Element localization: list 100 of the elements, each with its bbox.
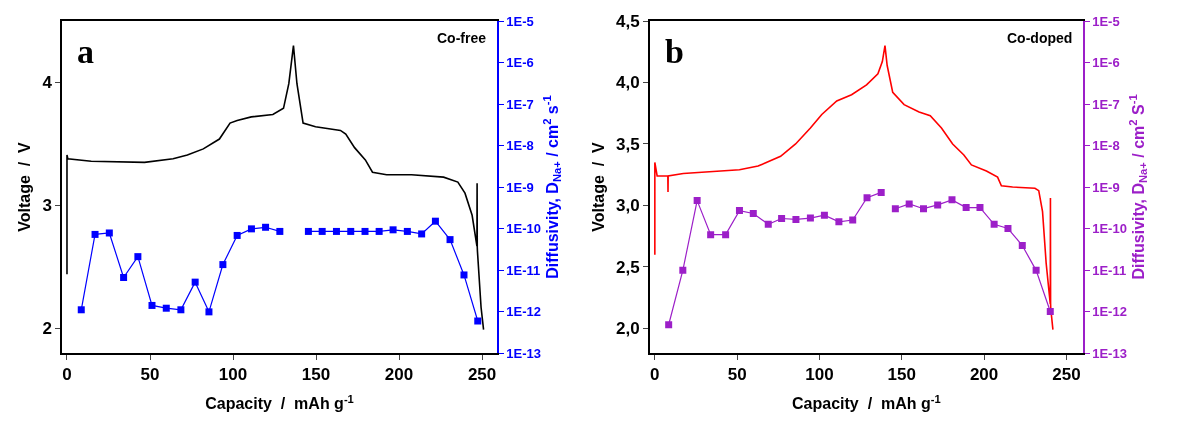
point: [863, 194, 871, 202]
point: [361, 227, 369, 235]
y-tick-label: 3: [42, 196, 52, 216]
point: [276, 227, 284, 235]
x-axis-title: Capacity / mAh g$^{-1}$: [205, 392, 354, 413]
x-tick-label: 100: [805, 365, 834, 385]
point: [778, 215, 786, 223]
annotation: Co-free: [437, 30, 487, 46]
point: [749, 209, 757, 217]
y-tick-label: 4,5: [616, 11, 640, 31]
point: [474, 317, 482, 325]
y-tick-label: 4,0: [616, 73, 640, 93]
x-tick-label: 0: [650, 365, 660, 385]
point: [304, 227, 312, 235]
point: [707, 231, 715, 239]
point: [835, 218, 843, 226]
y2-tick-label: 1E-8: [1092, 138, 1120, 154]
point: [191, 278, 199, 286]
point: [134, 253, 142, 261]
x-tick-label: 100: [218, 365, 248, 385]
x-tick-label: 250: [467, 365, 497, 385]
point: [976, 204, 984, 212]
y2-tick-label: 1E-11: [1092, 262, 1127, 278]
point: [460, 271, 468, 279]
point: [105, 229, 113, 237]
point: [77, 306, 85, 314]
point: [792, 215, 800, 223]
y2-tick-label: 1E-10: [506, 221, 542, 237]
point: [891, 205, 899, 213]
y-tick-label: 4: [42, 73, 53, 93]
annotation: a: [77, 33, 94, 70]
point: [262, 223, 270, 231]
point: [806, 214, 814, 222]
point: [665, 321, 673, 329]
point: [120, 273, 128, 281]
y-tick-label: 3,5: [616, 134, 640, 154]
point: [219, 261, 227, 269]
y2-tick-label: 1E-5: [1092, 13, 1120, 29]
point: [905, 200, 913, 208]
point: [1004, 225, 1012, 232]
point: [418, 230, 426, 238]
y2-tick-label: 1E-13: [1092, 345, 1127, 361]
y2-tick-label: 1E-6: [1092, 55, 1120, 71]
x-tick-label: 250: [1052, 365, 1081, 385]
point: [877, 188, 885, 196]
point: [934, 201, 942, 209]
point: [446, 236, 454, 244]
y-axis-title: Voltage / V: [15, 141, 33, 232]
y2-tick-label: 1E-10: [1092, 221, 1127, 237]
y2-tick-label: 1E-5: [506, 13, 534, 29]
x-tick-label: 150: [301, 365, 331, 385]
point: [347, 227, 355, 235]
point: [948, 196, 956, 204]
point: [1046, 308, 1054, 315]
point: [722, 231, 730, 239]
point: [990, 220, 998, 228]
x-tick-label: 200: [969, 365, 999, 385]
annotation: b: [665, 33, 684, 70]
x-tick-label: 150: [887, 365, 916, 385]
y2-tick-label: 1E-8: [506, 138, 534, 154]
annotation: Co-doped: [1007, 30, 1073, 46]
point: [177, 306, 185, 314]
y2-tick-label: 1E-7: [506, 96, 534, 112]
point: [693, 197, 701, 205]
point: [205, 308, 213, 316]
point: [233, 231, 241, 239]
x-axis-title: Capacity / mAh g$^{-1}$: [792, 392, 941, 413]
y2-tick-label: 1E-6: [506, 55, 534, 71]
point: [1018, 241, 1026, 249]
y-axis-title: Voltage / V: [589, 141, 607, 232]
point: [735, 207, 743, 215]
y-tick-label: 2,5: [616, 257, 640, 277]
point: [403, 227, 411, 235]
y-tick-label: 3,0: [616, 196, 640, 216]
point: [920, 205, 928, 213]
line-series: [66, 44, 485, 331]
point: [679, 266, 687, 274]
y2-tick-label: 1E-13: [506, 345, 542, 361]
point: [247, 225, 255, 233]
point: [764, 220, 772, 228]
y2-tick-label: 1E-7: [1092, 96, 1120, 112]
point: [332, 227, 340, 235]
x-tick-label: 50: [727, 365, 747, 385]
point: [1032, 266, 1040, 274]
point: [91, 230, 99, 238]
y2-tick-label: 1E-9: [1092, 179, 1120, 195]
point: [148, 301, 156, 309]
point: [375, 227, 383, 235]
point: [820, 211, 828, 219]
y2-tick-label: 1E-11: [506, 262, 541, 278]
point: [318, 227, 326, 235]
y2-tick-label: 1E-12: [1092, 304, 1127, 320]
point: [389, 226, 397, 234]
x-tick-label: 50: [140, 365, 160, 385]
point: [162, 304, 170, 312]
x-tick-label: 200: [384, 365, 414, 385]
point: [431, 217, 439, 225]
y2-tick-label: 1E-9: [506, 179, 534, 195]
y2-tick-label: 1E-12: [506, 304, 542, 320]
y-tick-label: 2: [42, 319, 52, 339]
